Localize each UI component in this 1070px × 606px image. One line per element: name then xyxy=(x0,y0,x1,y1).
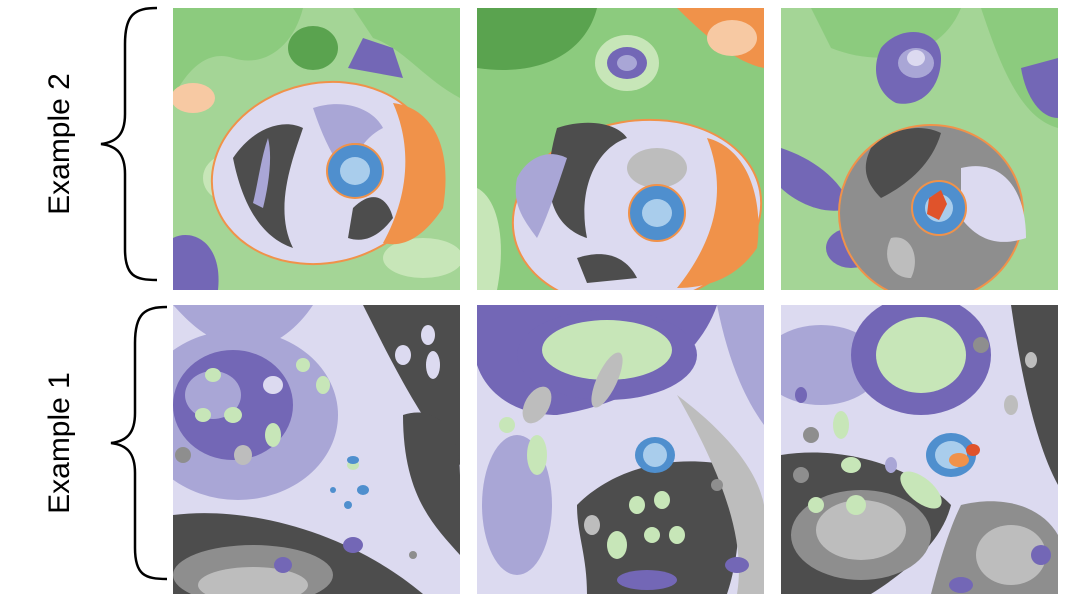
example-2-panel-2 xyxy=(477,8,764,290)
example-2-panel-3 xyxy=(781,8,1058,290)
example-1-panel-2 xyxy=(477,305,764,594)
row-label-example-2: Example 2 xyxy=(43,73,76,215)
example-2-panel-1 xyxy=(173,8,460,290)
example-1-panel-3 xyxy=(781,305,1058,594)
row-label-example-1: Example 1 xyxy=(43,372,76,514)
example-1-panel-1 xyxy=(173,305,460,594)
brace-example-2 xyxy=(100,6,158,282)
brace-example-1 xyxy=(110,305,168,581)
